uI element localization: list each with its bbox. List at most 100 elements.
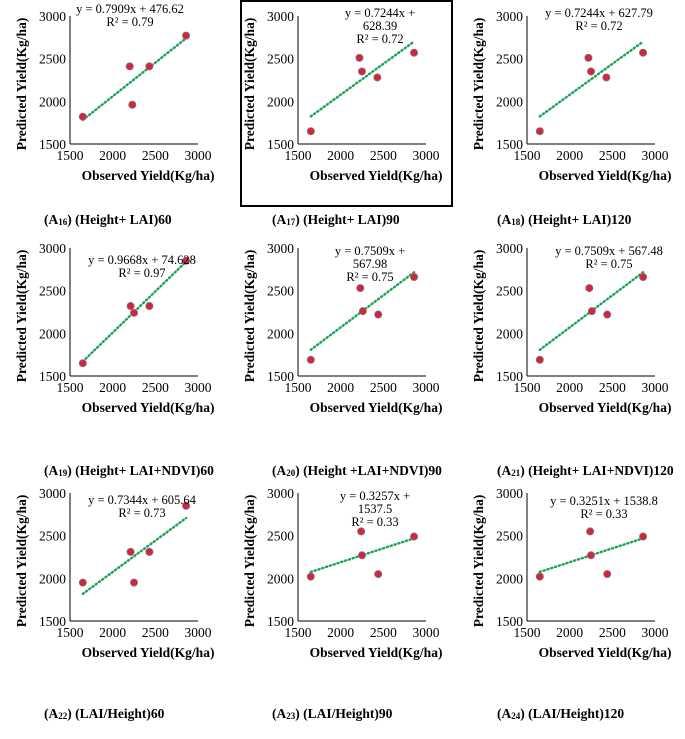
x-tick-label: 1500	[514, 380, 541, 395]
data-point	[182, 31, 191, 40]
caption-text: ) (Height+ LAI+NDVI)120	[520, 463, 674, 478]
data-point	[355, 53, 364, 62]
y-tick-label: 3000	[496, 486, 523, 501]
regression-equation: 1537.5	[358, 502, 392, 516]
x-tick-label: 1500	[57, 380, 84, 395]
y-tick-label: 3000	[39, 241, 66, 256]
x-tick-label: 3000	[642, 148, 669, 163]
x-axis-title: Observed Yield(Kg/ha)	[310, 645, 443, 660]
regression-equation: 567.98	[353, 257, 387, 271]
data-point	[374, 570, 383, 579]
regression-equation: y = 0.7509x + 567.48	[555, 244, 663, 258]
y-axis-title: Predicted Yield(Kg/ha)	[14, 18, 29, 151]
x-tick-label: 3000	[185, 148, 212, 163]
y-tick-label: 2500	[267, 52, 294, 67]
x-axis-title: Observed Yield(Kg/ha)	[310, 168, 443, 183]
data-point	[145, 547, 154, 556]
x-tick-label: 1500	[285, 148, 312, 163]
regression-equation: y = 0.7344x + 605.64	[88, 493, 197, 507]
data-point	[306, 127, 315, 136]
trendline	[81, 516, 188, 596]
data-point	[535, 127, 544, 136]
scatter-plot: 1500 2000 2500 3000 1500 2000 2500 3000 Observed…	[14, 486, 214, 660]
data-point	[145, 302, 154, 311]
caption-index: 20	[286, 468, 296, 478]
panel-caption: (A18) (Height+ LAI)120	[497, 212, 631, 228]
x-tick-label: 3000	[642, 380, 669, 395]
x-tick-label: 2500	[142, 625, 169, 640]
y-axis-title: Predicted Yield(Kg/ha)	[242, 495, 257, 628]
data-point	[357, 67, 366, 76]
y-tick-label: 2500	[267, 284, 294, 299]
scatter-plot: 1500 2000 2500 3000 1500 2000 2500 3000 Observed…	[242, 241, 442, 415]
trendline	[538, 40, 645, 118]
scatter-plot: 1500 2000 2500 3000 1500 2000 2500 3000 Observed…	[471, 6, 671, 183]
panel-caption: (A19) (Height+ LAI+NDVI)60	[44, 463, 214, 479]
y-tick-label: 3000	[267, 241, 294, 256]
caption-index: 17	[286, 217, 296, 227]
chart-panel-a18: 1500 2000 2500 3000 1500 2000 2500 3000 Observed…	[457, 0, 685, 200]
data-point	[639, 48, 648, 57]
scatter-plot: 1500 2000 2500 3000 1500 2000 2500 3000 Observed…	[14, 241, 214, 415]
caption-index: 21	[511, 468, 521, 478]
caption-text: ) (Height +LAI+NDVI)90	[295, 463, 442, 478]
y-tick-label: 1500	[39, 369, 66, 384]
regression-equation: y = 0.7509x +	[335, 244, 405, 258]
data-point	[357, 527, 366, 536]
data-point	[182, 501, 191, 510]
regression-equation: y = 0.7244x + 627.79	[545, 6, 653, 20]
panel-caption: (A21) (Height+ LAI+NDVI)120	[497, 463, 674, 479]
caption-text: ) (Height+ LAI)120	[520, 212, 632, 227]
x-tick-label: 1500	[285, 625, 312, 640]
x-axis-title: Observed Yield(Kg/ha)	[82, 168, 215, 183]
data-point	[357, 551, 366, 560]
y-tick-label: 2500	[39, 529, 66, 544]
regression-equation: R² = 0.75	[346, 270, 393, 284]
x-tick-label: 2500	[142, 380, 169, 395]
y-axis-title: Predicted Yield(Kg/ha)	[471, 250, 486, 383]
chart-panel-a17: 1500 2000 2500 3000 1500 2000 2500 3000 Observed…	[228, 0, 456, 200]
regression-equation: R² = 0.79	[106, 15, 153, 29]
y-tick-label: 2500	[267, 529, 294, 544]
highlight-frame	[240, 0, 453, 207]
x-tick-label: 2500	[142, 148, 169, 163]
regression-equation: y = 0.3257x +	[340, 489, 410, 503]
y-tick-label: 2000	[267, 326, 294, 341]
caption-text: ) (Height+ LAI+NDVI)60	[67, 463, 214, 478]
y-axis-title: Predicted Yield(Kg/ha)	[242, 250, 257, 383]
data-point	[306, 572, 315, 581]
data-point	[410, 532, 419, 541]
y-tick-label: 2000	[496, 326, 523, 341]
x-tick-label: 2000	[327, 625, 354, 640]
caption-text: ) (LAI/Height)60	[67, 706, 165, 721]
y-tick-label: 2000	[39, 94, 66, 109]
data-point	[126, 302, 135, 311]
caption-index: 19	[58, 468, 68, 478]
y-tick-label: 2500	[496, 284, 523, 299]
data-point	[306, 355, 315, 364]
regression-equation: y = 0.7244x +	[345, 6, 415, 20]
data-point	[410, 48, 419, 57]
chart-panel-a16: 1500 2000 2500 3000 1500 2000 2500 3000 Observed…	[0, 0, 228, 200]
panel-caption: (A16) (Height+ LAI)60	[44, 212, 172, 228]
data-point	[603, 570, 612, 579]
chart-panel-a19: 1500 2000 2500 3000 1500 2000 2500 3000 Observed…	[0, 232, 228, 432]
x-tick-label: 1500	[57, 625, 84, 640]
y-tick-label: 2000	[39, 571, 66, 586]
y-tick-label: 1500	[267, 369, 294, 384]
data-point	[129, 308, 138, 317]
y-tick-label: 3000	[496, 9, 523, 24]
panel-caption: (A23) (LAI/Height)90	[272, 706, 392, 722]
y-tick-label: 2000	[39, 326, 66, 341]
caption-index: 22	[58, 711, 68, 721]
y-tick-label: 3000	[39, 9, 66, 24]
y-tick-label: 2500	[39, 52, 66, 67]
x-tick-label: 2500	[370, 380, 397, 395]
y-tick-label: 2000	[267, 94, 294, 109]
y-tick-label: 1500	[39, 614, 66, 629]
x-tick-label: 1500	[514, 625, 541, 640]
data-point	[584, 53, 593, 62]
scatter-plot: 1500 2000 2500 3000 1500 2000 2500 3000 Observed…	[471, 486, 671, 660]
caption-prefix: (A	[497, 212, 512, 227]
